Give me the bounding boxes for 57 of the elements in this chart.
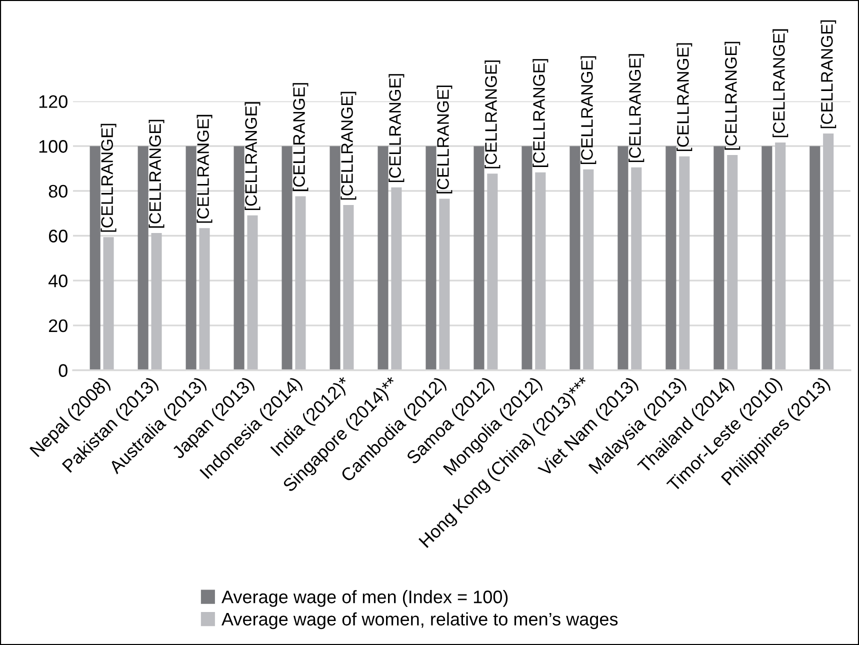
bar (775, 142, 786, 370)
bar (199, 228, 210, 370)
bar (138, 146, 148, 370)
y-tick-label: 0 (58, 364, 68, 377)
data-label: [CELLRANGE] (292, 83, 308, 191)
bar (810, 146, 820, 370)
data-label: [CELLRANGE] (148, 120, 164, 228)
bar (487, 174, 498, 370)
y-tick-label: 80 (48, 184, 68, 198)
bar (151, 233, 162, 370)
bar (522, 146, 532, 370)
bar (679, 156, 690, 370)
bar (103, 237, 114, 370)
bar (234, 146, 244, 370)
bar (618, 146, 628, 370)
bar (282, 146, 292, 370)
bar (343, 205, 354, 370)
bar (535, 172, 546, 370)
bar (247, 215, 258, 370)
y-tick-label: 60 (48, 230, 68, 242)
bar (762, 146, 772, 370)
bar (186, 146, 196, 370)
data-label: [CELLRANGE] (724, 42, 740, 150)
bar (631, 167, 642, 370)
data-label: [CELLRANGE] (820, 20, 836, 128)
y-tick-label: 120 (39, 95, 68, 108)
legend-label: Average wage of men (Index = 100) (222, 590, 508, 607)
data-label: [CELLRANGE] (244, 102, 260, 210)
bar (570, 146, 580, 370)
bar (90, 146, 100, 370)
data-label: [CELLRANGE] (100, 124, 116, 232)
y-tick-label: 100 (39, 140, 68, 153)
bar (823, 134, 834, 370)
data-label: [CELLRANGE] (436, 86, 452, 194)
bar (474, 146, 484, 370)
bar (330, 146, 340, 370)
bar (727, 155, 738, 370)
data-label: [CELLRANGE] (628, 54, 644, 162)
y-tick-label: 20 (48, 319, 68, 332)
bar (378, 146, 388, 370)
bar (666, 146, 676, 370)
data-label: [CELLRANGE] (676, 43, 692, 152)
data-label: [CELLRANGE] (196, 114, 212, 223)
bar (426, 146, 436, 370)
bar (583, 169, 594, 370)
data-label: [CELLRANGE] (340, 92, 356, 200)
data-label: [CELLRANGE] (532, 59, 548, 167)
bar (439, 198, 450, 370)
bar (295, 196, 306, 370)
data-label: [CELLRANGE] (484, 60, 500, 168)
bar (714, 146, 724, 370)
bar (391, 187, 402, 370)
legend-label: Average wage of women, relative to men’s wages (222, 612, 618, 630)
data-label: [CELLRANGE] (580, 56, 596, 164)
y-tick-label: 40 (48, 274, 68, 288)
data-label: [CELLRANGE] (388, 74, 404, 182)
data-label: [CELLRANGE] (772, 29, 788, 138)
